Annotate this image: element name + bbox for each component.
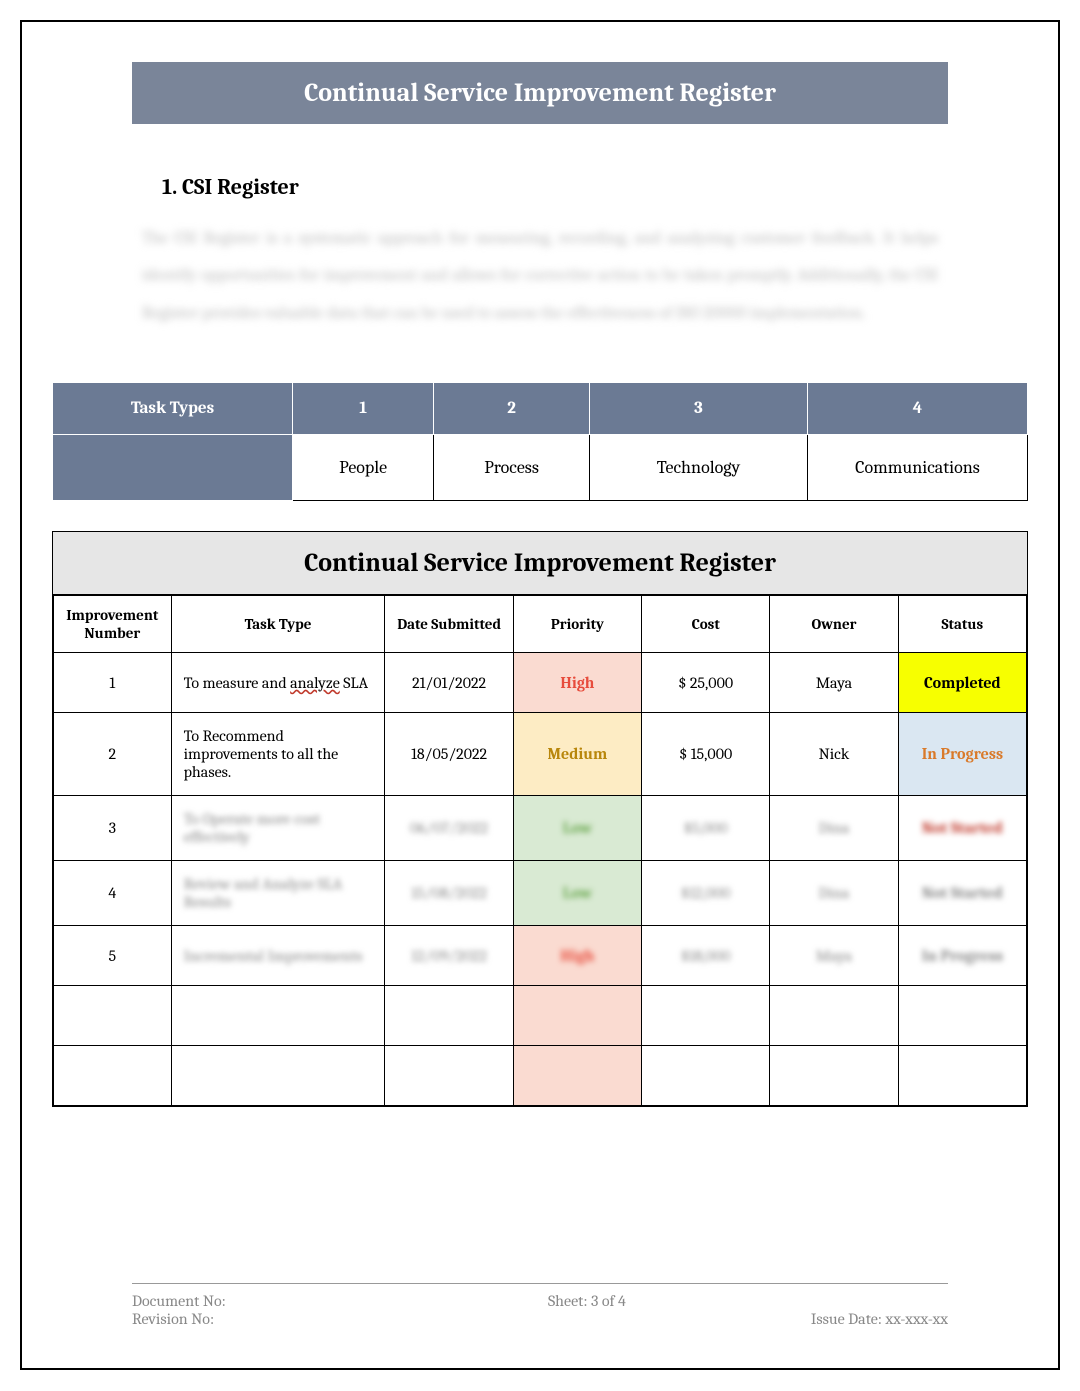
- register-title: Continual Service Improvement Register: [53, 532, 1027, 595]
- register-col-header: Improvement Number: [54, 596, 172, 653]
- cell-cost: $ 25,000: [642, 653, 770, 713]
- cell-empty: [513, 1046, 641, 1106]
- footer-issue-date: Issue Date: xx-xxx-xx: [811, 1310, 948, 1328]
- cell-priority: Low: [513, 796, 641, 861]
- register-header-row: Improvement NumberTask TypeDate Submitte…: [54, 596, 1027, 653]
- cell-task-type: Review and Analyze SLA Results: [171, 861, 385, 926]
- cell-empty: [770, 986, 898, 1046]
- cell-owner: Dina: [770, 796, 898, 861]
- cell-empty: [171, 1046, 385, 1106]
- cell-task-type: To Recommend improvements to all the pha…: [171, 713, 385, 796]
- cell-priority: High: [513, 653, 641, 713]
- task-types-value-4: Communications: [808, 435, 1028, 501]
- cell-owner: Maya: [770, 926, 898, 986]
- table-row: 4Review and Analyze SLA Results15/08/202…: [54, 861, 1027, 926]
- task-types-empty-label: [53, 435, 293, 501]
- cell-empty: [171, 986, 385, 1046]
- cell-cost: $12,000: [642, 861, 770, 926]
- cell-task-type: To measure and analyze SLA: [171, 653, 385, 713]
- table-row-empty: [54, 1046, 1027, 1106]
- footer-rev-no: Revision No:: [132, 1310, 214, 1328]
- cell-status: In Progress: [898, 926, 1026, 986]
- intro-paragraph-blurred: The CSI Register is a systematic approac…: [142, 220, 938, 332]
- cell-status: Completed: [898, 653, 1026, 713]
- cell-owner: Dina: [770, 861, 898, 926]
- table-row: 2To Recommend improvements to all the ph…: [54, 713, 1027, 796]
- cell-empty: [642, 1046, 770, 1106]
- cell-empty: [898, 986, 1026, 1046]
- register-body: 1To measure and analyze SLA21/01/2022Hig…: [54, 653, 1027, 1106]
- task-types-value-1: People: [293, 435, 434, 501]
- register-col-header: Date Submitted: [385, 596, 513, 653]
- task-types-table: Task Types 1 2 3 4 People Process Techno…: [52, 382, 1028, 501]
- cell-priority: Medium: [513, 713, 641, 796]
- cell-empty: [642, 986, 770, 1046]
- cell-empty: [385, 1046, 513, 1106]
- cell-date-submitted: 12/09/2022: [385, 926, 513, 986]
- cell-empty: [898, 1046, 1026, 1106]
- table-row: 5Incremental Improvements12/09/2022High$…: [54, 926, 1027, 986]
- cell-status: In Progress: [898, 713, 1026, 796]
- cell-improvement-number: 5: [54, 926, 172, 986]
- table-row: 3To Operate more cost effectively06/07/2…: [54, 796, 1027, 861]
- cell-date-submitted: 18/05/2022: [385, 713, 513, 796]
- register-col-header: Status: [898, 596, 1026, 653]
- cell-date-submitted: 21/01/2022: [385, 653, 513, 713]
- footer-sheet: Sheet: 3 of 4: [548, 1292, 626, 1310]
- cell-empty: [54, 986, 172, 1046]
- task-types-col-4: 4: [808, 383, 1028, 435]
- cell-empty: [770, 1046, 898, 1106]
- cell-task-type: To Operate more cost effectively: [171, 796, 385, 861]
- title-banner: Continual Service Improvement Register: [132, 62, 948, 124]
- cell-empty: [513, 986, 641, 1046]
- register-col-header: Cost: [642, 596, 770, 653]
- register-col-header: Owner: [770, 596, 898, 653]
- register-col-header: Task Type: [171, 596, 385, 653]
- task-types-col-3: 3: [589, 383, 807, 435]
- task-types-header-row: Task Types 1 2 3 4: [53, 383, 1028, 435]
- table-row: 1To measure and analyze SLA21/01/2022Hig…: [54, 653, 1027, 713]
- task-types-header-label: Task Types: [53, 383, 293, 435]
- cell-improvement-number: 2: [54, 713, 172, 796]
- cell-owner: Nick: [770, 713, 898, 796]
- cell-empty: [385, 986, 513, 1046]
- cell-date-submitted: 15/08/2022: [385, 861, 513, 926]
- cell-improvement-number: 4: [54, 861, 172, 926]
- cell-empty: [54, 1046, 172, 1106]
- footer: Document No: Sheet: 3 of 4 Revision No: …: [132, 1283, 948, 1328]
- cell-cost: $ 15,000: [642, 713, 770, 796]
- register-col-header: Priority: [513, 596, 641, 653]
- task-types-value-2: Process: [434, 435, 590, 501]
- cell-improvement-number: 3: [54, 796, 172, 861]
- cell-priority: Low: [513, 861, 641, 926]
- document-page: Continual Service Improvement Register 1…: [20, 20, 1060, 1370]
- task-types-col-2: 2: [434, 383, 590, 435]
- register-table: Improvement NumberTask TypeDate Submitte…: [53, 595, 1027, 1106]
- task-types-value-row: People Process Technology Communications: [53, 435, 1028, 501]
- cell-improvement-number: 1: [54, 653, 172, 713]
- section-heading: 1. CSI Register: [162, 174, 1028, 200]
- cell-owner: Maya: [770, 653, 898, 713]
- cell-priority: High: [513, 926, 641, 986]
- cell-status: Not Started: [898, 796, 1026, 861]
- cell-task-type: Incremental Improvements: [171, 926, 385, 986]
- cell-cost: $18,000: [642, 926, 770, 986]
- register-container: Continual Service Improvement Register I…: [52, 531, 1028, 1107]
- cell-status: Not Started: [898, 861, 1026, 926]
- task-types-value-3: Technology: [589, 435, 807, 501]
- cell-date-submitted: 06/07/2022: [385, 796, 513, 861]
- footer-doc-no: Document No:: [132, 1292, 226, 1310]
- table-row-empty: [54, 986, 1027, 1046]
- cell-cost: $5,000: [642, 796, 770, 861]
- task-types-col-1: 1: [293, 383, 434, 435]
